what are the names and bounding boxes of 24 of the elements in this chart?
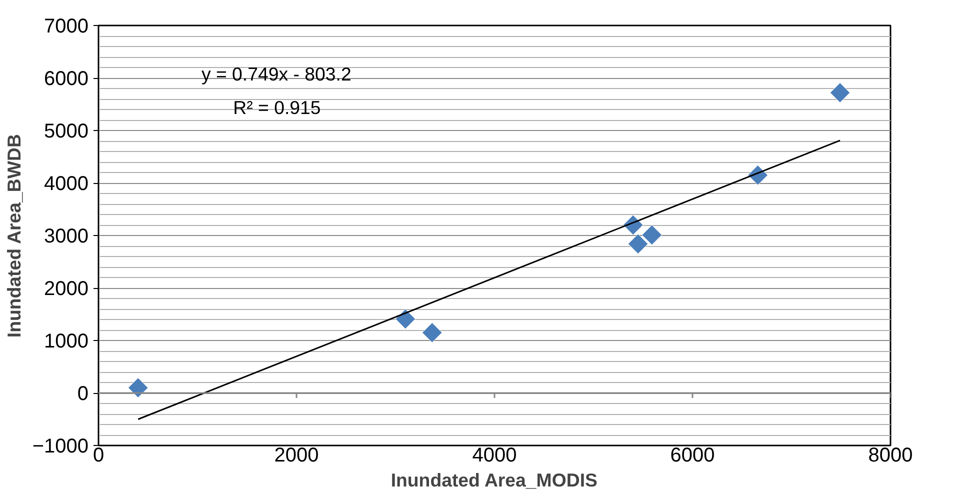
x-tick-label: 0	[92, 444, 104, 466]
y-tick-label: 6000	[44, 68, 89, 90]
y-tick-label: 3000	[44, 226, 89, 248]
point	[128, 378, 148, 398]
y-tick-label: −1000	[32, 436, 88, 458]
y-tick-label: 2000	[44, 278, 89, 300]
point	[628, 234, 648, 254]
x-tick-label: 8000	[868, 444, 913, 466]
x-tick-label: 2000	[274, 444, 319, 466]
y-axis-title: Inundated Area_BWDB	[3, 134, 24, 338]
y-tick-label: 7000	[44, 16, 89, 38]
x-tick-label: 4000	[472, 444, 517, 466]
y-tick-label: 5000	[44, 120, 89, 142]
y-tick-label: 0	[77, 383, 88, 405]
point	[642, 224, 662, 246]
y-tick-label: 4000	[44, 173, 89, 195]
annotation: y = 0.749x - 803.2	[201, 63, 352, 84]
point	[395, 308, 416, 330]
y-tick-label: 1000	[44, 330, 89, 352]
point	[830, 82, 850, 103]
x-tick-label: 6000	[670, 444, 715, 466]
x-axis-title: Inundated Area_MODIS	[390, 470, 598, 490]
point	[422, 322, 442, 343]
annotation: R² = 0.915	[233, 96, 321, 118]
